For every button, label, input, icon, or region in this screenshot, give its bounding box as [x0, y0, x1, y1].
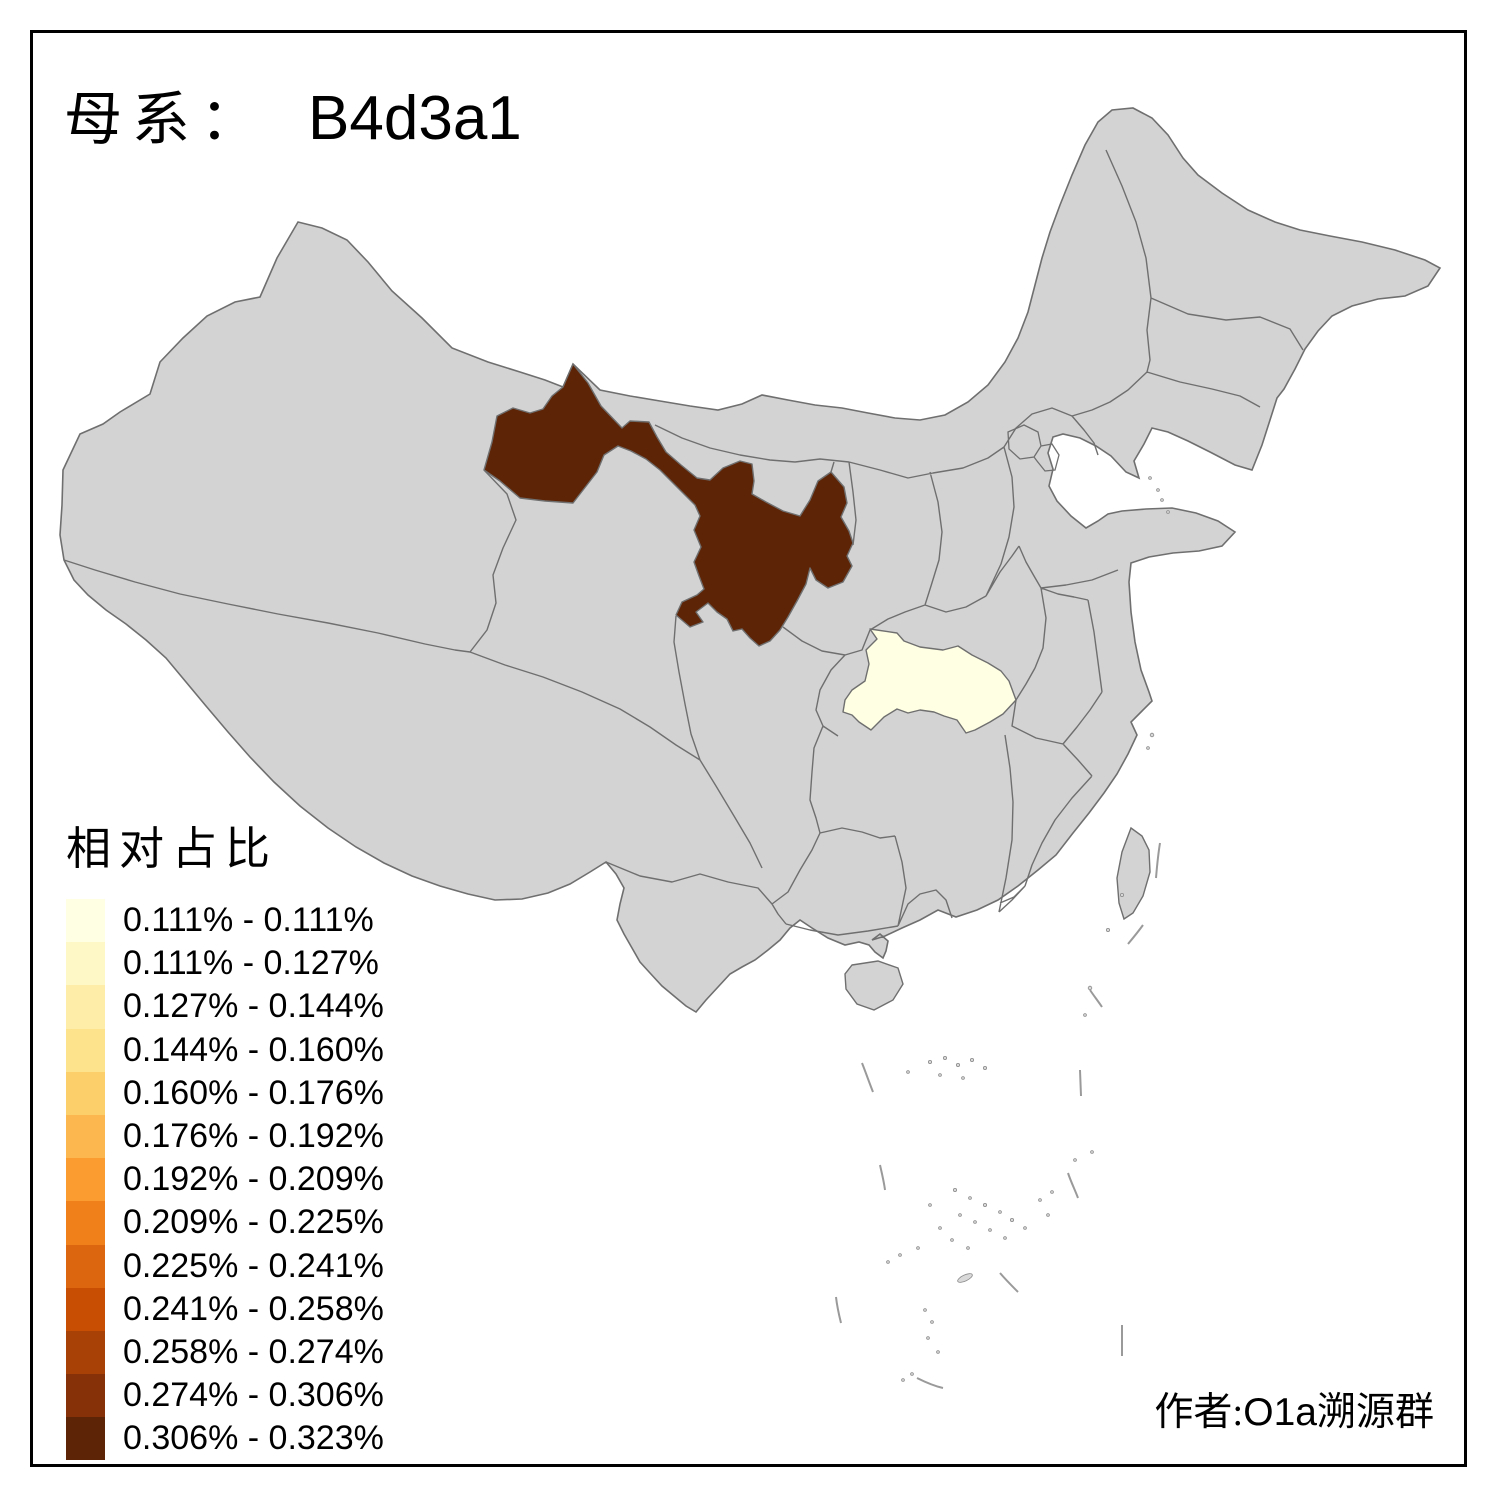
legend-swatch: [66, 985, 105, 1029]
legend-label: 0.274% - 0.306%: [123, 1376, 384, 1415]
page-title: 母系： B4d3a1: [64, 72, 522, 156]
legend-swatch: [66, 1374, 105, 1418]
legend-row: 0.209% - 0.225%: [66, 1201, 384, 1245]
author-group-zh: 溯源群: [1316, 1391, 1434, 1434]
legend-row: 0.111% - 0.127%: [66, 942, 384, 986]
title-label: 母系：: [64, 87, 269, 152]
legend-row: 0.306% - 0.323%: [66, 1417, 384, 1461]
legend-label: 0.127% - 0.144%: [123, 987, 384, 1026]
legend-label: 0.144% - 0.160%: [123, 1030, 384, 1069]
legend-label: 0.241% - 0.258%: [123, 1289, 384, 1328]
legend-swatch: [66, 1071, 105, 1115]
enclave-borders: [1007, 424, 1060, 472]
author-group-latin: O1a: [1243, 1391, 1317, 1434]
legend-row: 0.274% - 0.306%: [66, 1374, 384, 1418]
legend-swatch: [66, 942, 105, 986]
island-taiwan: [1116, 826, 1151, 921]
nine-dash-line: [835, 842, 1161, 1389]
legend-entries: 0.111% - 0.111% 0.111% - 0.127% 0.127% - 0…: [66, 899, 384, 1461]
legend-row: 0.176% - 0.192%: [66, 1114, 384, 1159]
legend-swatch: [66, 1201, 105, 1245]
legend-swatch: [66, 1330, 105, 1375]
legend-label: 0.306% - 0.323%: [123, 1419, 384, 1458]
legend-swatch: [66, 1158, 105, 1202]
legend-swatch: [66, 1244, 105, 1288]
legend-title: 相对占比: [66, 824, 279, 874]
legend-row: 0.127% - 0.144%: [66, 985, 384, 1029]
legend-row: 0.144% - 0.160%: [66, 1028, 384, 1072]
legend-label: 0.209% - 0.225%: [123, 1203, 384, 1242]
legend-row: 0.225% - 0.241%: [66, 1244, 384, 1288]
author-prefix: 作者:: [1154, 1391, 1244, 1434]
title-haplogroup: B4d3a1: [308, 84, 522, 153]
province-hubei: [842, 628, 1017, 734]
legend-label: 0.192% - 0.209%: [123, 1160, 384, 1199]
legend-row: 0.258% - 0.274%: [66, 1330, 384, 1375]
legend-row: 0.192% - 0.209%: [66, 1158, 384, 1202]
legend-label: 0.111% - 0.127%: [123, 944, 379, 983]
small-islands: [886, 476, 1170, 1382]
island-hainan: [844, 960, 904, 1011]
author-credit: 作者:O1a溯源群: [1154, 1381, 1434, 1437]
legend-label: 0.176% - 0.192%: [123, 1117, 384, 1156]
legend-swatch: [66, 1287, 105, 1331]
province-gansu: [483, 363, 854, 647]
legend-label: 0.111% - 0.111%: [123, 901, 374, 940]
legend-swatch: [66, 899, 105, 943]
legend-swatch: [66, 1114, 105, 1159]
legend-row: 0.160% - 0.176%: [66, 1071, 384, 1115]
legend-swatch: [66, 1417, 105, 1461]
legend-label: 0.225% - 0.241%: [123, 1246, 384, 1285]
legend: 相对占比 0.111% - 0.111% 0.111% - 0.127% 0.127…: [66, 812, 384, 1461]
legend-label: 0.258% - 0.274%: [123, 1332, 384, 1371]
legend-row: 0.111% - 0.111%: [66, 899, 384, 943]
legend-row: 0.241% - 0.258%: [66, 1287, 384, 1331]
legend-label: 0.160% - 0.176%: [123, 1073, 384, 1112]
legend-swatch: [66, 1028, 105, 1072]
province-borders: [63, 149, 1304, 936]
